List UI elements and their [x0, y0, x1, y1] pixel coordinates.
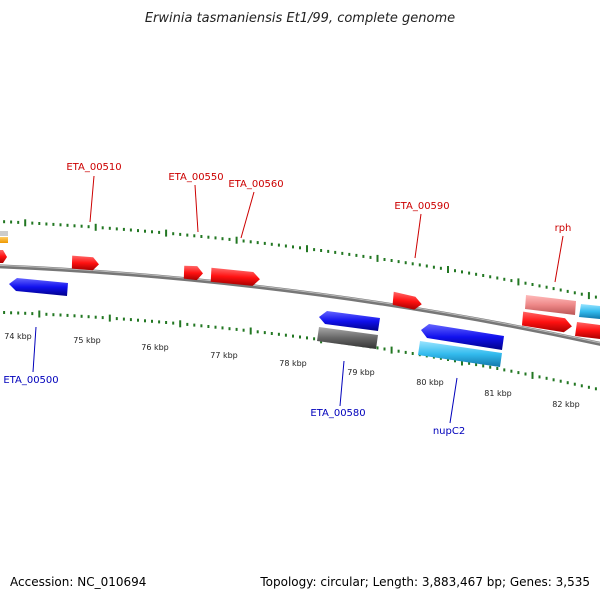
gene-arrow-reverse[interactable]	[319, 311, 380, 331]
gene-label[interactable]: rph	[555, 223, 572, 234]
accession-text: Accession: NC_010694	[10, 575, 146, 589]
gene-label[interactable]: ETA_00590	[394, 201, 449, 212]
gene-arrow-forward[interactable]	[210, 267, 261, 287]
scale-label: 76 kbp	[141, 343, 169, 352]
scale-label: 79 kbp	[347, 368, 375, 377]
gene-arrow-reverse[interactable]	[421, 324, 504, 350]
lower-tick-ring	[3, 310, 597, 391]
scale-label: 77 kbp	[210, 351, 238, 360]
gene-arrow-pseudo[interactable]	[525, 295, 576, 315]
gene-arrow-pseudo-reverse[interactable]	[317, 327, 378, 349]
gene-arrow-forward[interactable]	[183, 265, 203, 281]
gene-label[interactable]: nupC2	[433, 426, 465, 437]
gene-label[interactable]: ETA_00560	[228, 179, 283, 190]
scale-label: 81 kbp	[484, 389, 512, 398]
gene-fragment[interactable]	[0, 237, 8, 243]
scale-label: 74 kbp	[4, 332, 32, 341]
gene-arrow-forward[interactable]	[0, 250, 7, 263]
scale-label: 78 kbp	[279, 359, 307, 368]
gene-arrow-forward[interactable]	[392, 291, 422, 310]
gene-label[interactable]: ETA_00580	[310, 408, 365, 419]
scale-label: 80 kbp	[416, 378, 444, 387]
upper-tick-ring	[3, 219, 597, 300]
genome-summary-text: Topology: circular; Length: 3,883,467 bp…	[259, 575, 590, 589]
gene-fragment[interactable]	[0, 231, 8, 236]
gene-arrow-rna[interactable]	[418, 341, 502, 367]
genome-backbone	[0, 264, 600, 346]
gene-arrow-forward[interactable]	[521, 311, 572, 333]
gene-arrow-reverse[interactable]	[9, 278, 68, 296]
map-title: Erwinia tasmaniensis Et1/99, complete ge…	[145, 11, 455, 26]
scale-labels: 74 kbp 75 kbp 76 kbp 77 kbp 78 kbp 79 kb…	[4, 332, 580, 409]
scale-label: 75 kbp	[73, 336, 101, 345]
label-leaders	[32, 175, 564, 424]
gene-label[interactable]: ETA_00550	[168, 172, 223, 183]
gene-label[interactable]: ETA_00510	[66, 162, 121, 173]
gene-arrow-forward[interactable]	[575, 322, 600, 339]
scale-label: 82 kbp	[552, 400, 580, 409]
gene-arrow-rna[interactable]	[579, 304, 600, 319]
gene-label[interactable]: ETA_00500	[3, 375, 58, 386]
gene-labels: ETA_00510 ETA_00550 ETA_00560 ETA_00590 …	[3, 162, 571, 437]
gene-arrow-forward[interactable]	[71, 255, 99, 271]
